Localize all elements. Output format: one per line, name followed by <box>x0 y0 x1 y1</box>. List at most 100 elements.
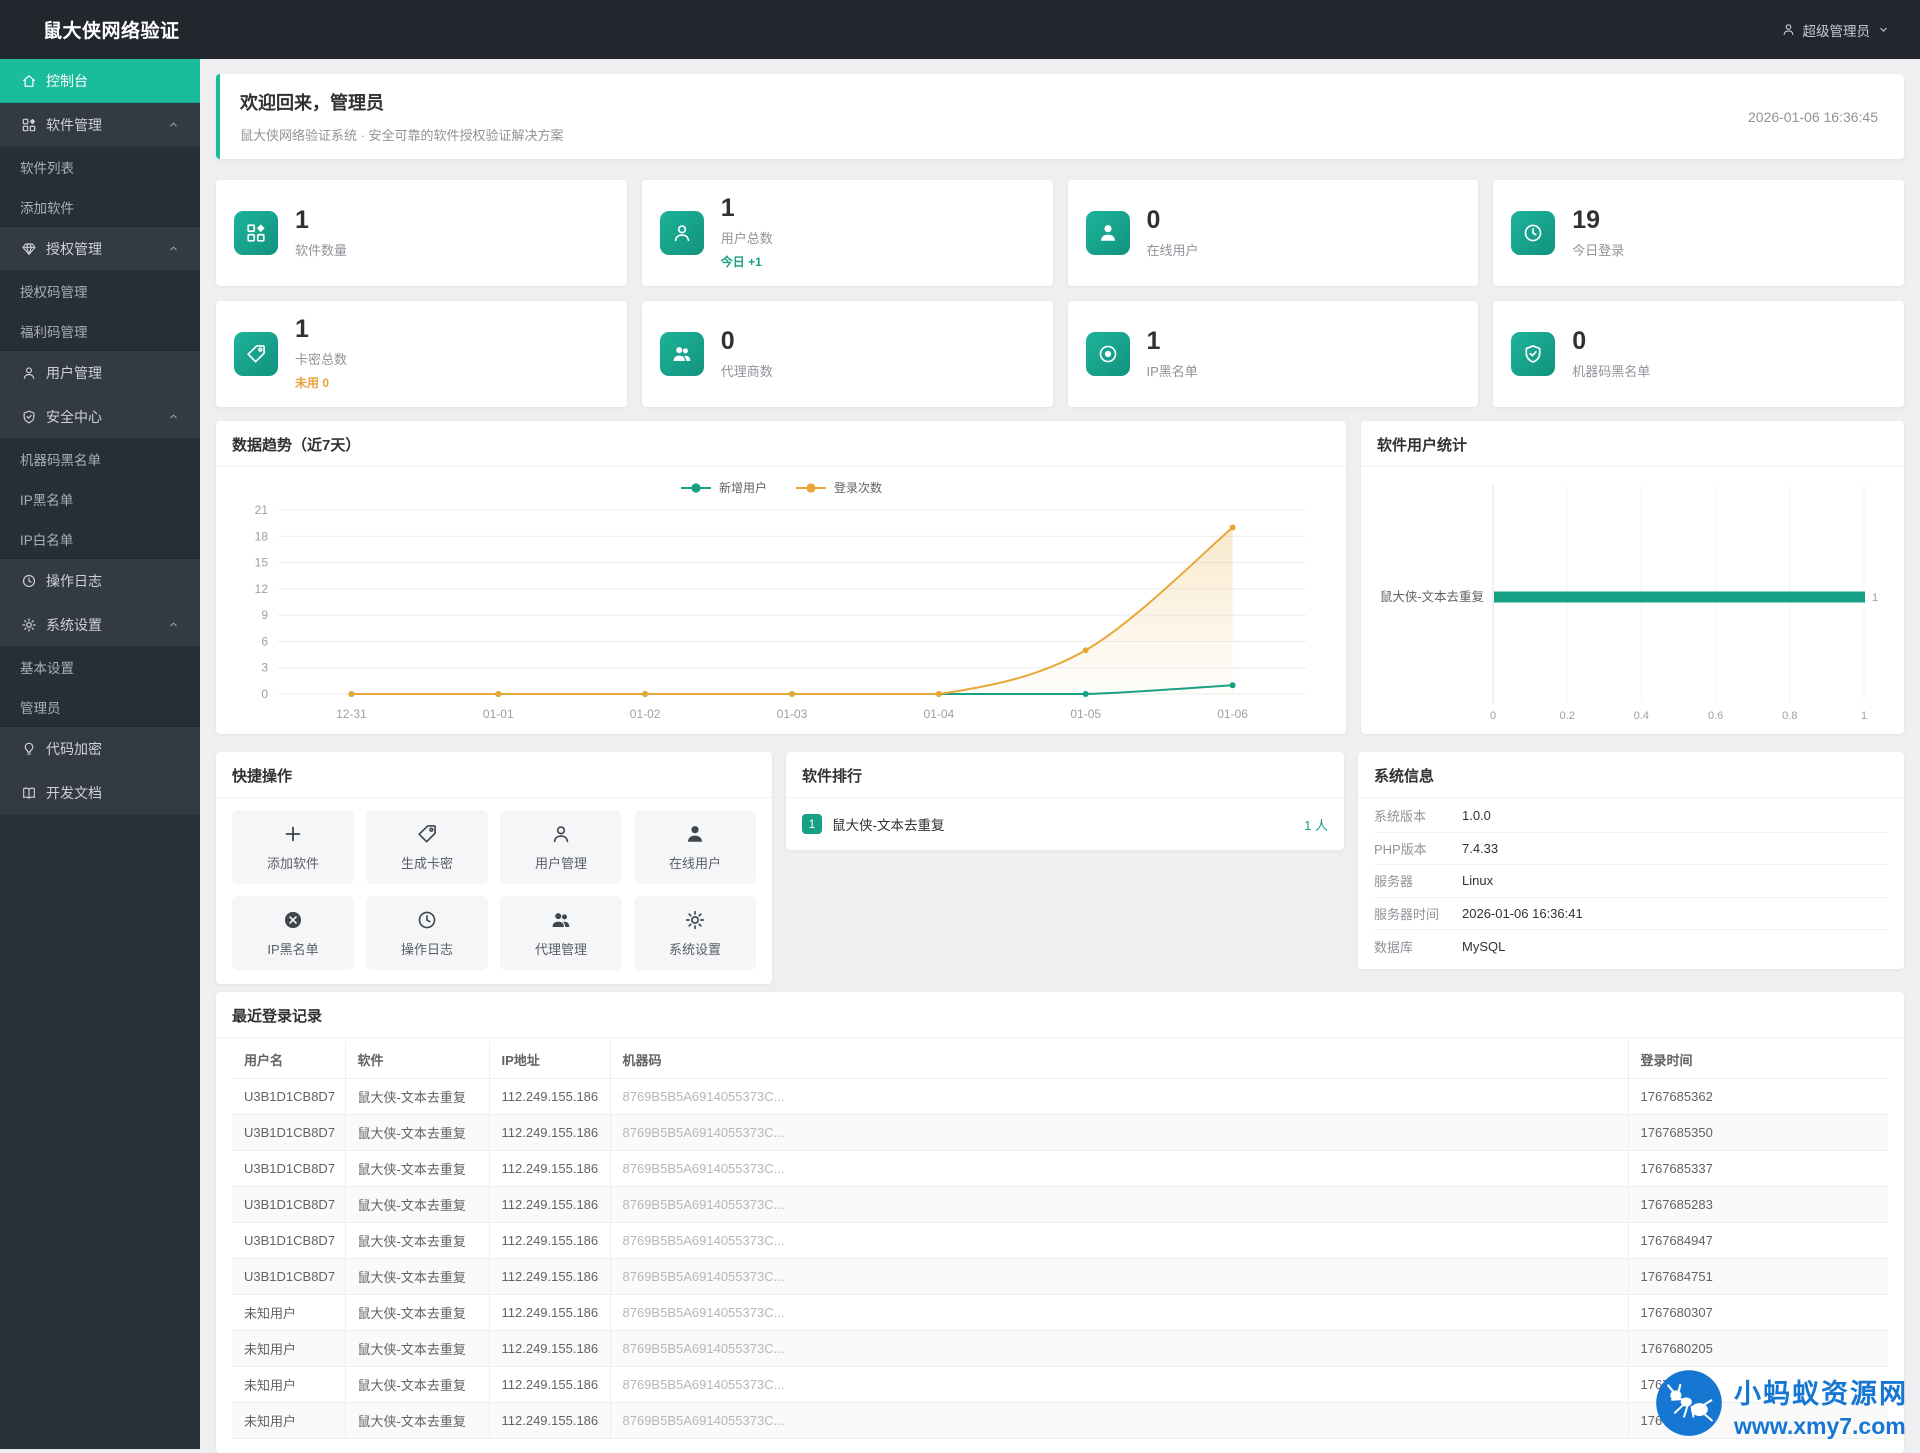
software-stats-title: 软件用户统计 <box>1377 437 1468 454</box>
quick-action-gen-card[interactable]: 生成卡密 <box>366 810 488 884</box>
system-info-rows: 系统版本 1.0.0 PHP版本 7.4.33 服务器 Linux 服务器时间 2026-01… <box>1358 798 1904 969</box>
login-records-card: 最近登录记录 用户名 软件 IP地址 机器码 登录时间 U3B1D1CB8D7 鼠大侠-文… <box>216 992 1904 1453</box>
sidebar-item-user-manage[interactable]: 用户管理 <box>0 351 200 395</box>
sidebar-item-op-logs[interactable]: 操作日志 <box>0 559 200 603</box>
cell-username: U3B1D1CB8D7 <box>232 1078 346 1115</box>
shield-icon <box>1511 332 1556 376</box>
sidebar-item-license-group[interactable]: 授权管理 <box>0 227 200 271</box>
cell-login-time: 1767685283 <box>1628 1186 1888 1223</box>
svg-text:12: 12 <box>255 582 269 596</box>
divider <box>216 1037 1904 1038</box>
table-row[interactable]: 未知用户 鼠大侠-文本去重复 112.249.155.186 8769B5B5A691… <box>232 1294 1888 1331</box>
ranking-item[interactable]: 1 鼠大侠-文本去重复 1 人 <box>786 798 1344 850</box>
svg-text:0: 0 <box>261 687 268 701</box>
cell-ip-address: 112.249.155.186 <box>489 1294 611 1331</box>
quick-action-agent-manage[interactable]: 代理管理 <box>500 896 622 970</box>
apps-icon <box>234 211 278 255</box>
sidebar-item-label: 用户管理 <box>46 364 102 381</box>
system-info-value: 7.4.33 <box>1462 840 1499 856</box>
sidebar-item-console[interactable]: 控制台 <box>0 59 200 103</box>
table-row[interactable]: 未知用户 鼠大侠-文本去重复 112.249.155.186 8769B5B5A691… <box>232 1330 1888 1367</box>
sidebar-item-label: IP白名单 <box>20 532 74 548</box>
svg-text:1: 1 <box>1872 592 1878 604</box>
welcome-title: 欢迎回来，管理员 <box>240 93 384 113</box>
svg-text:1: 1 <box>1861 710 1867 722</box>
column-ip-address: IP地址 <box>489 1041 611 1079</box>
stat-value: 1 <box>720 194 735 222</box>
sidebar-item-admin-manage[interactable]: 管理员 <box>0 687 200 727</box>
sidebar-item-label: 安全中心 <box>46 408 102 425</box>
sidebar-item-settings-group[interactable]: 系统设置 <box>0 603 200 647</box>
quick-actions-grid: 添加软件 生成卡密 用户管理 在线用户 IP黑名单 操作日志 代理管理 系统设置 <box>216 798 772 984</box>
sidebar-item-dev-docs[interactable]: 开发文档 <box>0 771 200 815</box>
cell-ip-address: 112.249.155.186 <box>489 1114 611 1151</box>
welcome-banner: 欢迎回来，管理员 鼠大侠网络验证系统 · 安全可靠的软件授权验证解决方案 202… <box>216 74 1904 159</box>
sidebar-item-label: 机器码黑名单 <box>20 452 101 468</box>
system-info-value: Linux <box>1462 873 1494 889</box>
user-menu[interactable]: 超级管理员 <box>1781 20 1891 40</box>
table-row[interactable]: U3B1D1CB8D7 鼠大侠-文本去重复 112.249.155.186 8769B… <box>232 1258 1888 1295</box>
quick-action-online-users[interactable]: 在线用户 <box>634 810 756 884</box>
stat-card-online-users: 0 在线用户 <box>1067 180 1479 286</box>
sidebar-item-label: 授权管理 <box>46 240 102 257</box>
cell-username: U3B1D1CB8D7 <box>232 1186 346 1223</box>
sidebar-item-code-encrypt[interactable]: 代码加密 <box>0 727 200 771</box>
table-row[interactable]: U3B1D1CB8D7 鼠大侠-文本去重复 112.249.155.186 8769B… <box>232 1114 1888 1151</box>
chevron-up-icon <box>167 118 180 131</box>
quick-action-user-manage[interactable]: 用户管理 <box>500 810 622 884</box>
cell-username: U3B1D1CB8D7 <box>232 1258 346 1295</box>
divider <box>786 797 1344 798</box>
quick-action-op-logs[interactable]: 操作日志 <box>366 896 488 970</box>
software-ranking-card: 软件排行 1 鼠大侠-文本去重复 1 人 <box>786 752 1344 850</box>
svg-text:0.4: 0.4 <box>1634 710 1649 722</box>
table-row[interactable]: U3B1D1CB8D7 鼠大侠-文本去重复 112.249.155.186 8769B… <box>232 1150 1888 1187</box>
ranking-software-name: 鼠大侠-文本去重复 <box>832 818 945 833</box>
sidebar-item-ip-whitelist[interactable]: IP白名单 <box>0 519 200 559</box>
x-circle-icon <box>282 909 304 931</box>
legend-item-新增用户[interactable]: 新增用户 <box>680 479 767 496</box>
table-row[interactable]: 未知用户 鼠大侠-文本去重复 112.249.155.186 8769B5B5A691… <box>232 1402 1888 1439</box>
chevron-up-icon <box>167 410 180 423</box>
sidebar: 控制台 软件管理 软件列表 添加软件授权管理授权码管理 福利码管理用户管理安全中心机器码… <box>0 59 200 1449</box>
clock-icon <box>416 909 438 931</box>
person-icon <box>1085 211 1130 255</box>
legend-item-登录次数[interactable]: 登录次数 <box>795 479 882 496</box>
sidebar-item-software-list[interactable]: 软件列表 <box>0 147 200 187</box>
quick-action-label: 系统设置 <box>668 941 721 957</box>
sidebar-item-machine-blacklist[interactable]: 机器码黑名单 <box>0 439 200 479</box>
quick-actions-title: 快捷操作 <box>232 768 293 785</box>
sidebar-item-ip-blacklist[interactable]: IP黑名单 <box>0 479 200 519</box>
sidebar-item-software-add[interactable]: 添加软件 <box>0 187 200 227</box>
sidebar-item-license-codes[interactable]: 授权码管理 <box>0 271 200 311</box>
svg-text:01-05: 01-05 <box>1070 707 1101 721</box>
svg-text:01-04: 01-04 <box>924 707 955 721</box>
quick-action-label: 操作日志 <box>400 941 453 957</box>
cell-software: 鼠大侠-文本去重复 <box>345 1294 490 1331</box>
quick-action-system-settings[interactable]: 系统设置 <box>634 896 756 970</box>
table-row[interactable]: U3B1D1CB8D7 鼠大侠-文本去重复 112.249.155.186 8769B… <box>232 1186 1888 1223</box>
quick-action-label: 在线用户 <box>668 855 721 871</box>
quick-action-ip-blacklist[interactable]: IP黑名单 <box>232 896 354 970</box>
table-row[interactable]: U3B1D1CB8D7 鼠大侠-文本去重复 112.249.155.186 8769B… <box>232 1078 1888 1115</box>
table-row[interactable]: 未知用户 鼠大侠-文本去重复 112.249.155.186 8769B5B5A691… <box>232 1366 1888 1403</box>
svg-text:0: 0 <box>1490 710 1496 722</box>
sidebar-item-welfare-codes[interactable]: 福利码管理 <box>0 311 200 351</box>
sidebar-item-software-group[interactable]: 软件管理 <box>0 103 200 147</box>
person-icon <box>684 823 706 845</box>
table-row[interactable]: U3B1D1CB8D7 鼠大侠-文本去重复 112.249.155.186 8769B… <box>232 1222 1888 1259</box>
system-info-label: PHP版本 <box>1374 841 1427 857</box>
middle-row: 快捷操作 添加软件 生成卡密 用户管理 在线用户 IP黑名单 操作日志 代理管理 系统设置 软… <box>216 752 1904 984</box>
chevron-up-icon <box>167 618 180 631</box>
software-stats-card: 软件用户统计 0 0.2 0.4 0.6 0.8 1 鼠大侠-文本去重复 1 <box>1361 421 1904 734</box>
stat-card-card-total: 1 卡密总数 未用 0 <box>216 301 627 407</box>
divider <box>216 466 1346 467</box>
svg-text:0.6: 0.6 <box>1708 710 1723 722</box>
sidebar-item-security-group[interactable]: 安全中心 <box>0 395 200 439</box>
svg-text:21: 21 <box>255 503 269 517</box>
cell-ip-address: 112.249.155.186 <box>489 1150 611 1187</box>
svg-text:0.2: 0.2 <box>1560 710 1575 722</box>
sidebar-item-basic-settings[interactable]: 基本设置 <box>0 647 200 687</box>
cell-software: 鼠大侠-文本去重复 <box>345 1078 490 1115</box>
quick-action-add-software[interactable]: 添加软件 <box>232 810 354 884</box>
ranking-list: 1 鼠大侠-文本去重复 1 人 <box>786 798 1344 850</box>
